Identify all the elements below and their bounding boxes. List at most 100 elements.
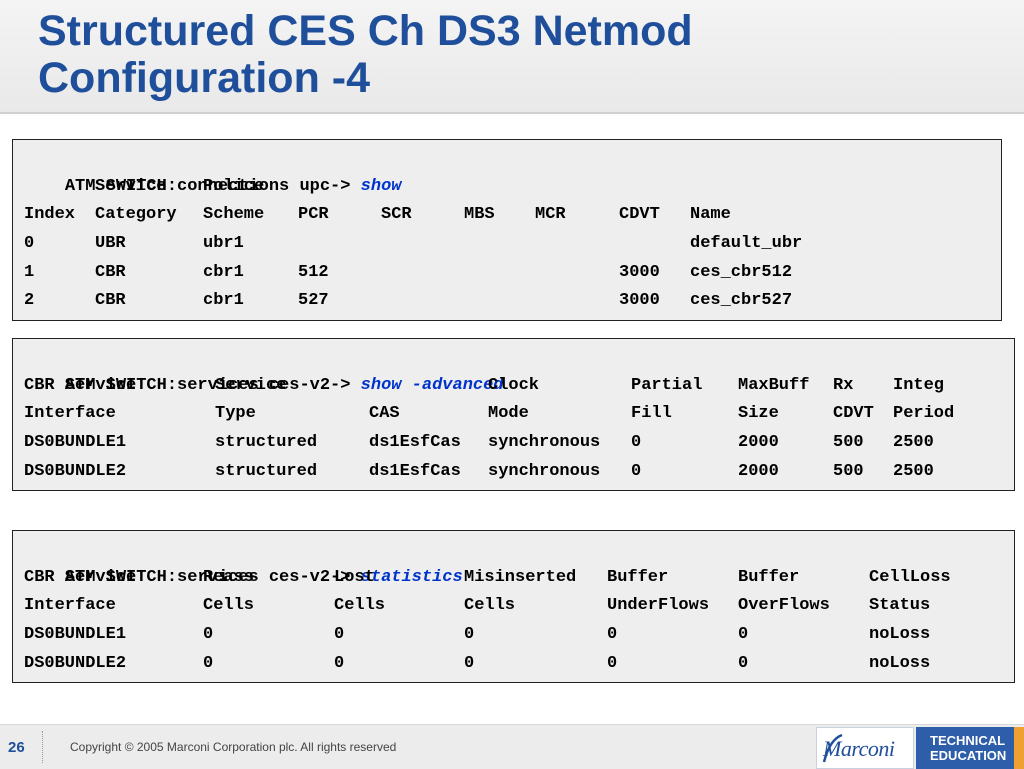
cell-index: 1 <box>24 262 35 282</box>
cell-cdvt: 3000 <box>619 291 660 311</box>
cell-misinserted: 0 <box>464 653 475 673</box>
header-cell: Period <box>893 404 955 424</box>
header-cell: Buffer <box>738 567 800 587</box>
header-cell: Lost <box>334 567 375 587</box>
cell-lost: 0 <box>334 653 345 673</box>
header-cell: Status <box>869 596 931 616</box>
badge-line-2: EDUCATION <box>930 748 1007 763</box>
cell-interface: DS0BUNDLE1 <box>24 433 127 453</box>
terminal-panel-statistics: ATM SWITCH:services ces-v2-> statistics … <box>12 530 1015 684</box>
header-cell: Misinserted <box>464 567 577 587</box>
header-cell: MCR <box>535 205 566 225</box>
header-cell: CAS <box>369 404 400 424</box>
command-text: statistics <box>360 567 463 587</box>
cell-type: structured <box>215 433 318 453</box>
orange-accent-strip <box>1014 727 1024 769</box>
cell-interface: DS0BUNDLE2 <box>24 653 127 673</box>
header-cell: Type <box>215 404 256 424</box>
header-cell: Police <box>203 176 265 196</box>
cell-pcr: 512 <box>298 262 329 282</box>
cell-period: 2500 <box>893 433 934 453</box>
cell-scheme: cbr1 <box>203 291 244 311</box>
title-band <box>0 0 1024 114</box>
table-header-row-2: Interface Type CAS Mode Fill Size CDVT Period <box>24 400 1014 429</box>
cell-cas: ds1EsfCas <box>369 433 461 453</box>
cell-scheme: cbr1 <box>203 262 244 282</box>
cell-mode: synchronous <box>488 433 601 453</box>
header-cell: Interface <box>24 404 116 424</box>
cell-category: CBR <box>95 262 126 282</box>
terminal-panel-advanced: ATM SWITCH:services ces-v2-> show -advan… <box>12 338 1015 492</box>
cell-reass: 0 <box>203 653 214 673</box>
slide-footer: 26 Copyright © 2005 Marconi Corporation … <box>0 724 1024 769</box>
cell-period: 2500 <box>893 461 934 481</box>
cell-status: noLoss <box>869 653 931 673</box>
header-cell: PCR <box>298 205 329 225</box>
cell-category: CBR <box>95 291 126 311</box>
cell-category: UBR <box>95 234 126 254</box>
command-line: ATM SWITCH:services ces-v2-> show -advan… <box>24 343 1014 395</box>
header-cell: CDVT <box>833 404 874 424</box>
cell-name: ces_cbr527 <box>690 291 793 311</box>
terminal-panel-connections: ATM SWITCH:connections upc-> show Servic… <box>12 139 1002 322</box>
header-cell: Size <box>738 404 779 424</box>
table-header-row-2: Index Category Scheme PCR SCR MBS MCR CDVT Name <box>24 201 1001 230</box>
table-row: DS0BUNDLE2 structured ds1EsfCas synchronous… <box>24 458 1014 487</box>
header-cell: Cells <box>203 596 255 616</box>
header-cell: CBR Service <box>24 375 137 395</box>
header-cell: Index <box>24 205 76 225</box>
cell-underflows: 0 <box>607 625 618 645</box>
cell-lost: 0 <box>334 625 345 645</box>
header-cell: MBS <box>464 205 495 225</box>
cell-cdvt: 500 <box>833 461 864 481</box>
header-cell: CDVT <box>619 205 660 225</box>
table-header-row-1: Service Police <box>24 173 1001 202</box>
command-text: show <box>360 176 402 196</box>
table-row: DS0BUNDLE1 0 0 0 0 0 noLoss <box>24 621 1014 650</box>
header-cell: Cells <box>464 596 516 616</box>
table-row: DS0BUNDLE2 0 0 0 0 0 noLoss <box>24 650 1014 679</box>
header-cell: CellLoss <box>869 567 951 587</box>
header-cell: Partial <box>631 375 703 395</box>
cell-fill: 0 <box>631 433 642 453</box>
cell-interface: DS0BUNDLE2 <box>24 461 127 481</box>
cell-size: 2000 <box>738 433 779 453</box>
technical-education-badge: TECHNICAL EDUCATION <box>916 727 1014 769</box>
cell-overflows: 0 <box>738 625 749 645</box>
header-cell: Integ <box>893 375 945 395</box>
prompt-text: ATM SWITCH:services ces-v2-> <box>64 375 351 395</box>
header-cell: Mode <box>488 404 529 424</box>
header-cell: Service <box>215 375 287 395</box>
cell-cdvt: 3000 <box>619 262 660 282</box>
header-cell: Service <box>95 176 167 196</box>
badge-line-1: TECHNICAL <box>930 733 1006 748</box>
cell-type: structured <box>215 461 318 481</box>
logo-swoosh-icon <box>822 733 843 763</box>
cell-reass: 0 <box>203 625 214 645</box>
header-cell: Rx <box>833 375 854 395</box>
table-header-row-1: CBR Service Service Clock Partial MaxBuff Rx I… <box>24 372 1014 401</box>
cell-scheme: ubr1 <box>203 234 244 254</box>
table-header-row-1: CBR Service Reass Lost Misinserted Buffer Buf… <box>24 564 1014 593</box>
command-text: show -advanced <box>360 375 504 395</box>
logo-wordmark: Marconi <box>823 736 895 761</box>
header-cell: Cells <box>334 596 386 616</box>
header-cell: Fill <box>631 404 672 424</box>
header-cell: OverFlows <box>738 596 830 616</box>
prompt-text: ATM SWITCH:services ces-v2-> <box>64 567 351 587</box>
command-line: ATM SWITCH:connections upc-> show <box>24 144 1001 196</box>
cell-interface: DS0BUNDLE1 <box>24 625 127 645</box>
table-row: 0 UBR ubr1 default_ubr <box>24 230 1001 259</box>
cell-mode: synchronous <box>488 461 601 481</box>
marconi-logo: Marconi <box>816 727 914 769</box>
header-cell: Clock <box>488 375 540 395</box>
cell-size: 2000 <box>738 461 779 481</box>
cell-cdvt: 500 <box>833 433 864 453</box>
slide-title: Structured CES Ch DS3 Netmod Configurati… <box>38 8 998 102</box>
cell-overflows: 0 <box>738 653 749 673</box>
prompt-text: ATM SWITCH:connections upc-> <box>64 176 351 196</box>
cell-name: ces_cbr512 <box>690 262 793 282</box>
header-cell: MaxBuff <box>738 375 810 395</box>
header-cell: Reass <box>203 567 255 587</box>
cell-underflows: 0 <box>607 653 618 673</box>
